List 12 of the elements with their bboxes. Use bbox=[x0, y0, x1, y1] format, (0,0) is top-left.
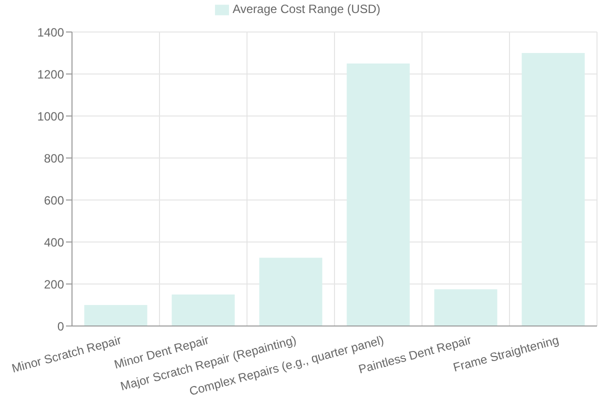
y-tick-label: 600 bbox=[44, 193, 64, 208]
bar bbox=[84, 305, 148, 326]
y-tick-label: 1200 bbox=[37, 67, 64, 82]
y-tick-label: 1000 bbox=[37, 109, 64, 124]
bar bbox=[172, 294, 235, 326]
y-tick-label: 1400 bbox=[37, 25, 64, 40]
y-tick-label: 400 bbox=[44, 235, 64, 250]
bar bbox=[434, 289, 498, 326]
y-tick-label: 800 bbox=[44, 151, 64, 166]
y-tick-label: 0 bbox=[57, 319, 64, 334]
legend-label: Average Cost Range (USD) bbox=[232, 2, 380, 16]
y-tick-label: 200 bbox=[44, 277, 64, 292]
